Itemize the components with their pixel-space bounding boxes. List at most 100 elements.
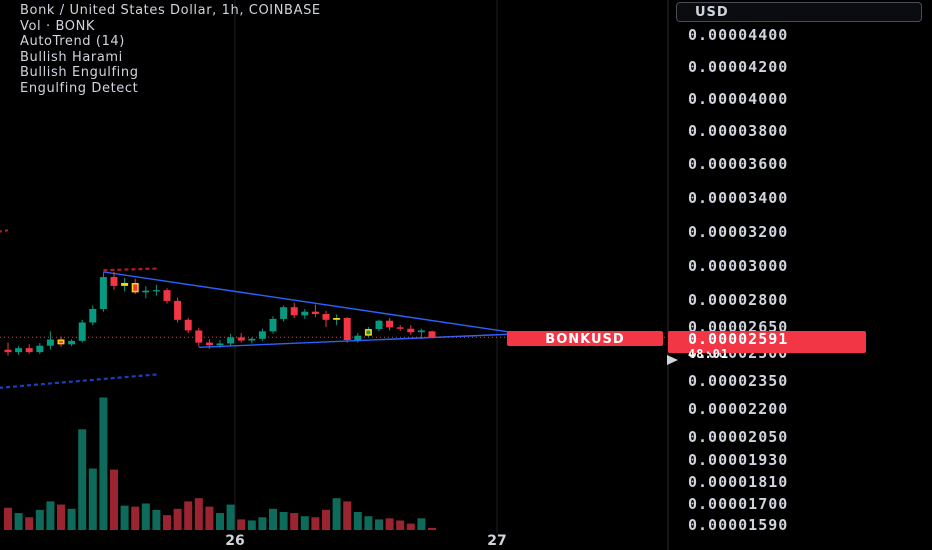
volume-bar [353,511,362,530]
candle-body [407,328,415,333]
volume-bar [269,508,277,530]
candle-body [375,320,383,330]
volume-bar [25,517,34,530]
candle-body [78,322,86,341]
chart-legend: Bonk / United States Dollar, 1h, COINBAS… [20,3,321,96]
price-tick-label: 0.00003400 [688,189,788,207]
candle-body [184,319,192,331]
candle-body [258,331,266,339]
volume-bar [247,520,256,530]
candle-body [311,311,319,315]
price-tick-label: 0.00004000 [688,90,788,108]
symbol-tag-label: BONKUSD [545,332,624,347]
legend-title[interactable]: Bonk / United States Dollar, 1h, COINBAS… [20,3,321,18]
candle-body [133,284,138,291]
candle-pattern-highlight [333,318,341,320]
price-tick-label: 0.00003200 [688,223,788,241]
candle-body [227,337,235,344]
candle-body [15,348,23,353]
candle-body [396,327,404,329]
candle-body [237,337,245,341]
price-tick-label: 0.00003000 [688,257,788,275]
time-tick-label: 27 [487,533,506,549]
candle-body [269,318,277,332]
volume-bar [300,516,309,530]
volume-bar [311,517,320,530]
volume-bar [99,397,108,530]
candle-body [280,307,288,319]
legend-engulfing-detect[interactable]: Engulfing Detect [20,80,139,96]
volume-bar [88,468,97,530]
volume-bars [4,397,436,530]
volume-bar [237,519,246,530]
price-tick-label: 0.00001810 [688,473,788,491]
volume-bar [417,518,426,530]
legend-autotrend[interactable]: AutoTrend (14) [20,34,125,49]
legend-bullish-harami[interactable]: Bullish Harami [20,49,123,65]
candle-body [205,342,213,346]
candle-body [216,343,224,346]
candle-body [152,290,160,292]
candle-body [386,320,394,328]
candle-body [46,339,54,346]
volume-bar [194,498,203,530]
price-axis[interactable]: 0.00004400 0.00004200 0.00004000 0.00003800… [688,26,788,534]
volume-bar [322,509,330,530]
price-tick-label: 0.00002050 [688,428,788,446]
volume-bar [4,507,12,530]
chart-grid [234,0,669,550]
price-tick-label: 0.00001700 [688,495,788,513]
volume-bar [120,505,129,530]
price-tick-label: 0.00002350 [688,372,788,390]
channel-line [0,373,157,389]
volume-bar [216,513,224,530]
candle-body [290,307,298,316]
price-tick-label: 0.00002800 [688,291,788,309]
candle-body [195,330,203,343]
volume-bar [46,501,55,530]
candle-body [142,290,150,293]
volume-bar [131,506,140,530]
price-tick-label: 0.00001590 [688,516,788,534]
price-tick-label: 0.00002200 [688,400,788,418]
volume-bar [343,501,352,530]
volume-bar [396,520,405,530]
currency-selector[interactable]: USD [676,2,922,22]
volume-bar [406,523,415,530]
volume-bar [78,429,87,530]
legend-volume[interactable]: Vol · BONK [20,18,96,34]
trendline [103,271,517,334]
volume-bar [428,527,436,530]
price-tick-label: 0.00003600 [688,155,788,173]
price-tag [668,331,866,353]
candle-body [248,338,256,341]
price-tick-label: 0.00001930 [688,451,788,469]
candle-body [417,330,425,333]
symbol-tag [507,331,663,346]
volume-bar [173,508,182,530]
volume-bar [279,511,288,530]
candle-pattern-highlight [121,283,129,286]
candle-body [68,340,76,345]
legend-bullish-engulfing[interactable]: Bullish Engulfing [20,65,139,80]
candle-body [59,340,63,343]
candle-body [4,349,12,353]
volume-bar [226,504,235,530]
candle-body [343,318,351,340]
volume-bar [364,516,373,530]
candles [4,271,436,356]
candle-body [36,345,44,353]
price-tag-value: 0.00002591 [688,330,788,348]
candle-body [322,314,330,320]
volume-bar [375,519,383,530]
volume-bar [57,504,65,530]
volume-bar [163,515,171,530]
volume-bar [67,508,76,530]
volume-bar [184,501,193,530]
candle-body [366,330,371,335]
time-axis[interactable]: 26 27 [225,533,506,549]
volume-bar [258,517,267,530]
volume-bar [141,503,150,530]
